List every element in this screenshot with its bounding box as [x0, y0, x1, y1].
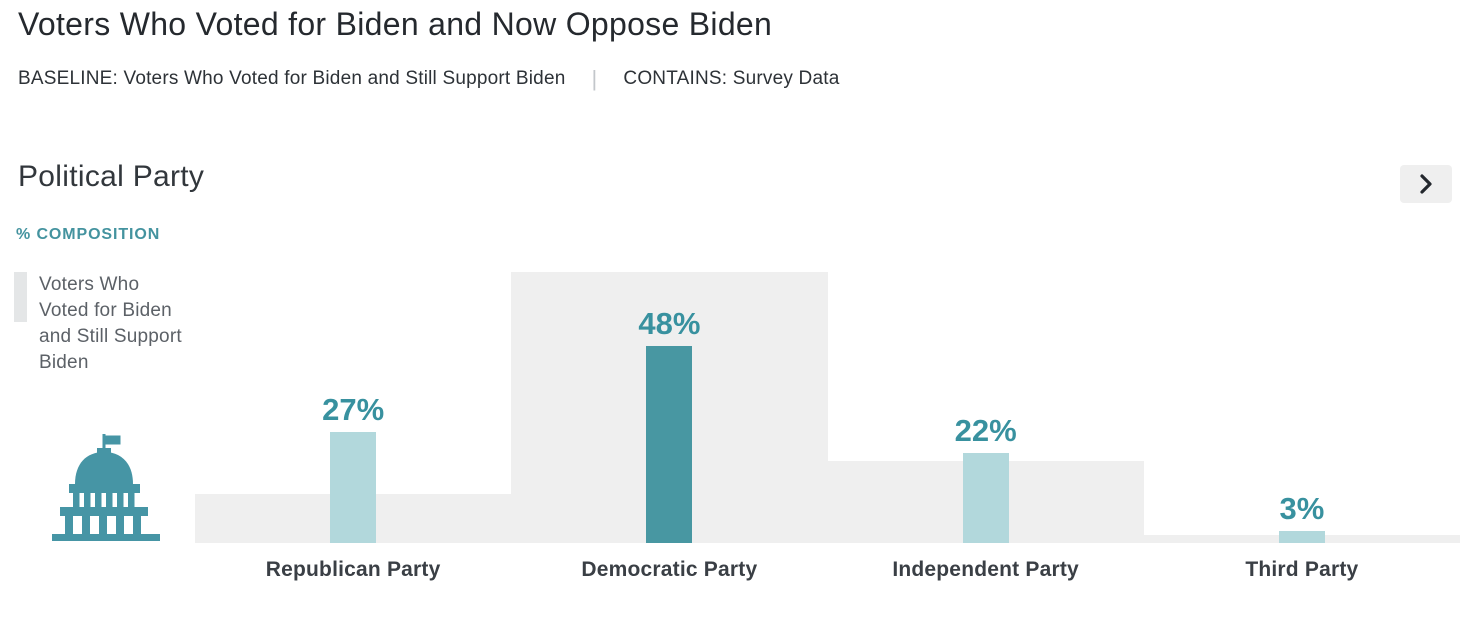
value-label: 22%: [954, 412, 1017, 448]
value-bar[interactable]: [330, 432, 377, 543]
metric-label: % COMPOSITION: [16, 226, 161, 243]
category-label: Democratic Party: [581, 558, 758, 581]
contains-text: CONTAINS: Survey Data: [623, 68, 840, 89]
section-title: Political Party: [18, 160, 205, 193]
category-label: Independent Party: [892, 558, 1079, 581]
expand-section-button[interactable]: [1400, 165, 1452, 203]
page-title: Voters Who Voted for Biden and Now Oppos…: [18, 6, 773, 42]
value-bar[interactable]: [962, 452, 1009, 543]
chart-column: 27%: [195, 270, 512, 543]
chart-column: 22%: [827, 270, 1144, 543]
value-label: 48%: [638, 306, 701, 342]
bar-chart: 27% 48% 22% 3%: [195, 270, 1460, 543]
report-meta: BASELINE: Voters Who Voted for Biden and…: [18, 66, 839, 92]
baseline-swatch: [14, 272, 27, 322]
value-label: 3%: [1279, 490, 1325, 526]
value-label: 27%: [322, 392, 385, 428]
meta-divider: |: [591, 66, 598, 91]
category-label: Republican Party: [265, 558, 441, 581]
chevron-right-icon: [1420, 174, 1432, 194]
value-bar[interactable]: [646, 346, 693, 543]
category-label: Third Party: [1245, 558, 1359, 581]
value-bar[interactable]: [1278, 530, 1325, 543]
chart-column: 48%: [511, 270, 828, 543]
chart-legend: Voters Who Voted for Biden and Still Sup…: [14, 272, 184, 376]
category-axis: Republican Party Democratic Party Independ…: [195, 558, 1460, 582]
baseline-series-label: Voters Who Voted for Biden and Still Sup…: [39, 274, 182, 373]
baseline-text: BASELINE: Voters Who Voted for Biden and…: [18, 68, 566, 89]
chart-column: 3%: [1143, 270, 1460, 543]
capitol-building-icon: [52, 434, 160, 541]
